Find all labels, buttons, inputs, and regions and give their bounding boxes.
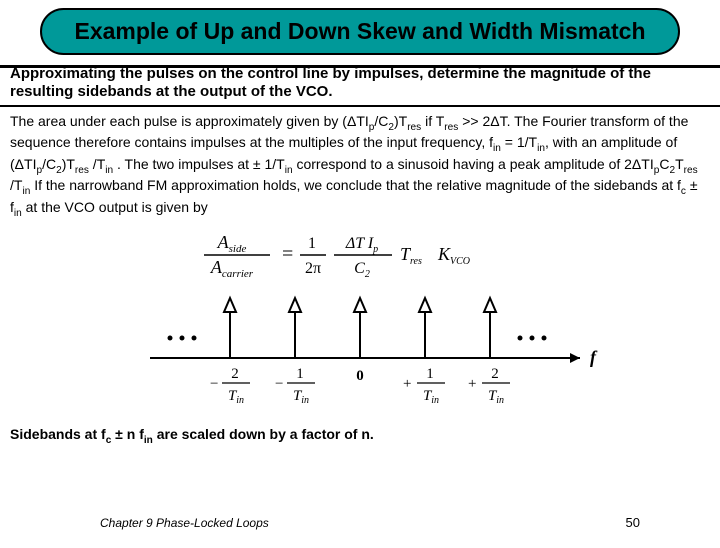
svg-text:+: + — [468, 376, 476, 392]
svg-text:2: 2 — [491, 366, 499, 382]
impulse-arrow — [289, 298, 301, 358]
svg-text:Aside: Aside — [217, 232, 247, 255]
title-box: Example of Up and Down Skew and Width Mi… — [40, 8, 680, 55]
prompt-underline — [0, 105, 720, 107]
svg-text:f: f — [590, 347, 598, 367]
svg-text:1: 1 — [308, 235, 316, 252]
problem-prompt: Approximating the pulses on the control … — [10, 65, 710, 101]
svg-text:Tres: Tres — [400, 244, 422, 267]
svg-text:Tin: Tin — [488, 388, 504, 406]
equation-and-impulse-figure: Aside Acarrier = 1 2π ΔT Ip C2 Tres KVCO… — [100, 228, 620, 418]
impulse-arrow — [484, 298, 496, 358]
svg-text:=: = — [282, 243, 293, 265]
svg-text:KVCO: KVCO — [437, 244, 470, 267]
body-paragraph: The area under each pulse is approximate… — [10, 113, 710, 220]
svg-text:Tin: Tin — [423, 388, 439, 406]
svg-text:Tin: Tin — [228, 388, 244, 406]
svg-text:ΔT Ip: ΔT Ip — [345, 235, 378, 255]
svg-text:1: 1 — [296, 366, 304, 382]
impulse-arrow — [224, 298, 236, 358]
impulse-arrow — [354, 298, 366, 358]
impulse-arrow — [419, 298, 431, 358]
svg-text:2: 2 — [231, 366, 239, 382]
footer-chapter: Chapter 9 Phase-Locked Loops — [100, 516, 269, 530]
svg-text:Tin: Tin — [293, 388, 309, 406]
svg-text:−: − — [275, 376, 283, 392]
svg-text:0: 0 — [356, 368, 364, 384]
svg-text:+: + — [403, 376, 411, 392]
svg-text:Acarrier: Acarrier — [210, 257, 254, 280]
caption: Sidebands at fc ± n fin are scaled down … — [10, 426, 710, 446]
title-underline — [0, 65, 720, 68]
svg-text:1: 1 — [426, 366, 434, 382]
slide-title: Example of Up and Down Skew and Width Mi… — [54, 18, 666, 45]
svg-text:−: − — [210, 376, 218, 392]
svg-text:C2: C2 — [354, 260, 370, 280]
svg-text:2π: 2π — [305, 260, 321, 277]
footer-page-number: 50 — [626, 515, 640, 530]
